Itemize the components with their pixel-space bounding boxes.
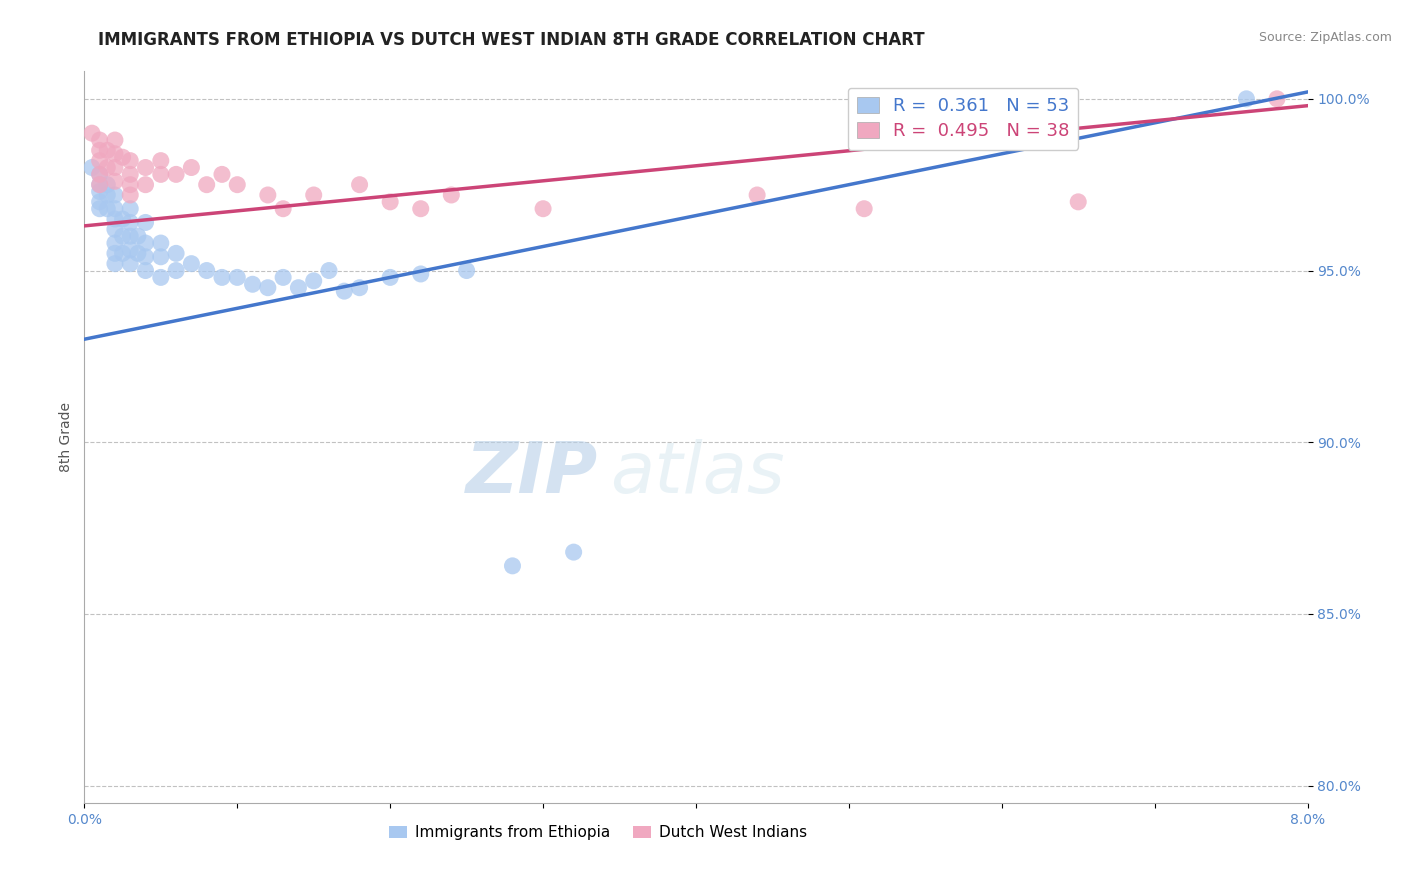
Point xyxy=(89,194,111,209)
Point xyxy=(104,212,127,227)
Point xyxy=(96,202,118,216)
Point xyxy=(333,284,356,298)
Point xyxy=(104,222,127,236)
Point xyxy=(149,167,172,181)
Point xyxy=(165,263,187,277)
Point xyxy=(242,277,264,292)
Point xyxy=(120,188,142,202)
Point xyxy=(318,263,340,277)
Point xyxy=(287,281,309,295)
Point xyxy=(149,153,172,168)
Point xyxy=(211,270,233,285)
Point xyxy=(96,178,118,192)
Point xyxy=(135,250,157,264)
Point xyxy=(149,250,172,264)
Point xyxy=(456,263,478,277)
Point xyxy=(120,215,142,229)
Point xyxy=(80,126,103,140)
Point xyxy=(127,246,149,260)
Point xyxy=(409,202,432,216)
Point xyxy=(165,246,187,260)
Point xyxy=(104,235,127,250)
Legend: Immigrants from Ethiopia, Dutch West Indians: Immigrants from Ethiopia, Dutch West Ind… xyxy=(382,819,813,847)
Point xyxy=(1236,92,1258,106)
Point xyxy=(120,153,142,168)
Point xyxy=(226,270,249,285)
Point xyxy=(271,270,294,285)
Point xyxy=(120,167,142,181)
Point xyxy=(180,257,202,271)
Point xyxy=(96,188,118,202)
Point xyxy=(380,194,402,209)
Point xyxy=(104,133,127,147)
Y-axis label: 8th Grade: 8th Grade xyxy=(59,402,73,472)
Point xyxy=(89,153,111,168)
Point xyxy=(111,212,134,227)
Point xyxy=(80,161,103,175)
Point xyxy=(531,202,554,216)
Point xyxy=(120,257,142,271)
Point xyxy=(135,235,157,250)
Point xyxy=(562,545,585,559)
Point xyxy=(104,257,127,271)
Point xyxy=(89,144,111,158)
Text: IMMIGRANTS FROM ETHIOPIA VS DUTCH WEST INDIAN 8TH GRADE CORRELATION CHART: IMMIGRANTS FROM ETHIOPIA VS DUTCH WEST I… xyxy=(98,31,925,49)
Text: ZIP: ZIP xyxy=(465,439,598,508)
Point xyxy=(135,263,157,277)
Point xyxy=(149,235,172,250)
Point xyxy=(271,202,294,216)
Point xyxy=(104,174,127,188)
Text: atlas: atlas xyxy=(610,439,785,508)
Point xyxy=(89,167,111,181)
Point xyxy=(302,274,325,288)
Point xyxy=(195,178,218,192)
Point xyxy=(135,161,157,175)
Point xyxy=(111,229,134,244)
Point xyxy=(440,188,463,202)
Point xyxy=(135,215,157,229)
Point xyxy=(165,167,187,181)
Point xyxy=(853,202,876,216)
Point xyxy=(1067,194,1090,209)
Point xyxy=(104,188,127,202)
Point xyxy=(195,263,218,277)
Point xyxy=(104,146,127,161)
Point xyxy=(180,161,202,175)
Point xyxy=(747,188,769,202)
Point xyxy=(120,243,142,257)
Point xyxy=(257,188,280,202)
Point xyxy=(127,229,149,244)
Point xyxy=(89,202,111,216)
Point xyxy=(89,178,111,192)
Point xyxy=(111,246,134,260)
Point xyxy=(89,185,111,199)
Point xyxy=(120,229,142,244)
Text: Source: ZipAtlas.com: Source: ZipAtlas.com xyxy=(1258,31,1392,45)
Point xyxy=(380,270,402,285)
Point xyxy=(89,167,111,181)
Point xyxy=(89,133,111,147)
Point xyxy=(349,281,371,295)
Point xyxy=(104,161,127,175)
Point xyxy=(349,178,371,192)
Point xyxy=(257,281,280,295)
Point xyxy=(111,150,134,164)
Point xyxy=(302,188,325,202)
Point xyxy=(104,246,127,260)
Point xyxy=(211,167,233,181)
Point xyxy=(502,558,524,573)
Point xyxy=(104,202,127,216)
Point xyxy=(135,178,157,192)
Point xyxy=(120,178,142,192)
Point xyxy=(120,202,142,216)
Point xyxy=(96,161,118,175)
Point xyxy=(1265,92,1288,106)
Point xyxy=(96,144,118,158)
Point xyxy=(409,267,432,281)
Point xyxy=(149,270,172,285)
Point xyxy=(89,178,111,192)
Point xyxy=(226,178,249,192)
